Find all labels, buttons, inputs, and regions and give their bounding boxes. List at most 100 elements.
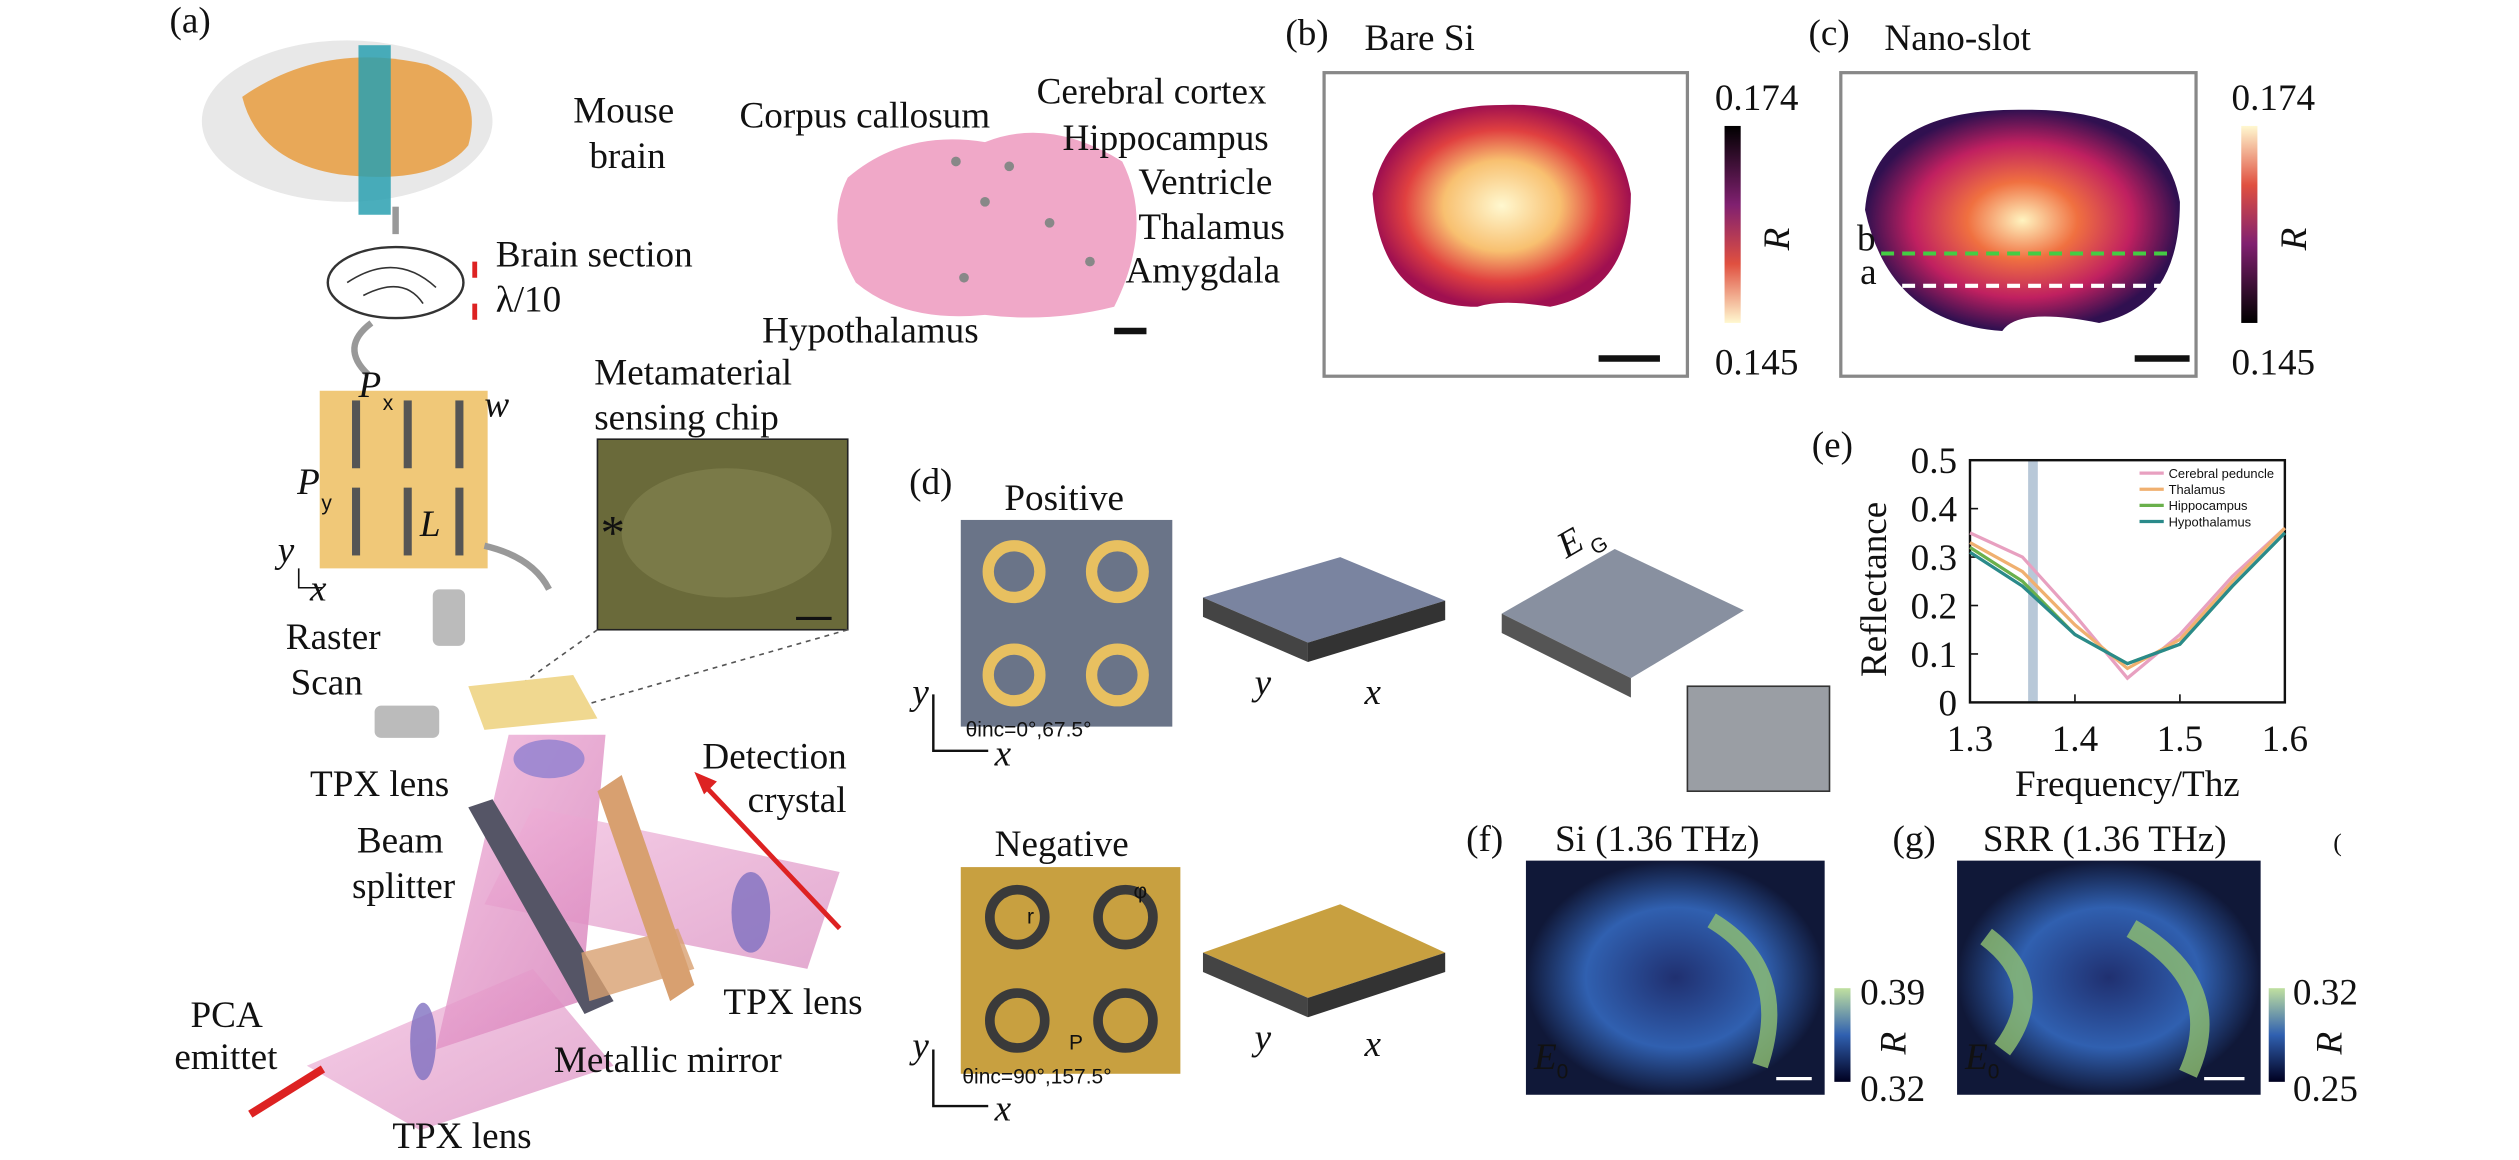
illustration bbox=[352, 400, 464, 556]
illustration bbox=[403, 487, 412, 556]
illustration bbox=[483, 628, 848, 712]
label: 0.39 bbox=[1860, 972, 1925, 1013]
illustration bbox=[352, 487, 361, 556]
label: Raster bbox=[286, 617, 381, 658]
label: (d) bbox=[909, 462, 952, 503]
label: y bbox=[908, 672, 929, 713]
panel-e: (e) 0 0.1 0.2 0.3 0.4 0.5 1.3 1.4 1.5 1.6 Frequenc… bbox=[1812, 425, 2308, 805]
legend-label: Hippocampus bbox=[2169, 498, 2248, 513]
illustration bbox=[951, 156, 961, 167]
label: y bbox=[1251, 662, 1272, 703]
illustration bbox=[1085, 256, 1095, 267]
label: Metamaterial bbox=[594, 352, 792, 393]
brain-atlas: Cerebral cortex Corpus callosum Hippocam… bbox=[740, 71, 1285, 351]
label: TPX lens bbox=[392, 1116, 531, 1157]
illustration bbox=[297, 568, 323, 589]
plot-frame bbox=[1968, 458, 2287, 704]
label: r bbox=[1027, 906, 1034, 929]
y-tick-label: 0 bbox=[1939, 683, 1958, 724]
label: x bbox=[994, 1089, 1012, 1130]
illustration bbox=[248, 1065, 326, 1118]
illustration bbox=[982, 540, 1046, 604]
illustration bbox=[358, 45, 391, 215]
label: Hypothalamus bbox=[762, 310, 979, 351]
y-tick-label: 0.5 bbox=[1911, 441, 1957, 482]
illustration bbox=[1085, 540, 1149, 604]
label: y bbox=[321, 492, 332, 515]
label: E bbox=[1533, 1037, 1557, 1078]
illustration bbox=[984, 988, 1050, 1053]
illustration bbox=[731, 871, 771, 953]
illustration bbox=[1044, 217, 1055, 228]
x-axis-label: Frequency/Thz bbox=[2015, 764, 2240, 805]
label: sensing chip bbox=[594, 398, 779, 439]
label: Corpus callosum bbox=[740, 96, 991, 137]
illustration bbox=[410, 1002, 436, 1081]
illustration bbox=[468, 799, 614, 1015]
illustration bbox=[1004, 161, 1015, 172]
illustration bbox=[1202, 597, 1308, 663]
illustration bbox=[1686, 685, 1831, 793]
legend-label: Hypothalamus bbox=[2169, 514, 2252, 529]
illustration bbox=[1501, 548, 1744, 679]
illustration bbox=[403, 400, 412, 469]
illustration bbox=[306, 968, 614, 1131]
illustration bbox=[1707, 913, 1778, 1069]
label: Negative bbox=[995, 824, 1129, 865]
label: θinc=90°,157.5° bbox=[962, 1065, 1111, 1088]
illustration bbox=[455, 400, 464, 469]
label: w bbox=[484, 385, 509, 426]
illustration bbox=[982, 540, 1149, 707]
label: (e) bbox=[1812, 425, 1853, 466]
illustration bbox=[1957, 860, 2261, 1095]
label: Cerebral cortex bbox=[1037, 71, 1267, 112]
illustration bbox=[1307, 600, 1446, 663]
illustration bbox=[1834, 988, 1851, 1082]
label: Metallic mirror bbox=[554, 1040, 782, 1081]
label: E bbox=[1964, 1037, 1988, 1078]
x-tick-label: 1.6 bbox=[2262, 719, 2308, 760]
illustration bbox=[837, 132, 1137, 318]
label: 0 bbox=[1557, 1061, 1569, 1084]
label: PCA bbox=[191, 995, 263, 1036]
label: E bbox=[1549, 519, 1590, 567]
series-line bbox=[1969, 526, 2286, 681]
label: 0.174 bbox=[1715, 78, 1799, 119]
illustration bbox=[352, 400, 361, 469]
label: x bbox=[1363, 1024, 1381, 1065]
label: Si (1.36 THz) bbox=[1555, 819, 1760, 860]
series-line bbox=[1969, 531, 2287, 666]
label: 0.145 bbox=[1715, 343, 1799, 384]
label: y bbox=[908, 1026, 929, 1067]
illustration bbox=[1525, 860, 1825, 1095]
label: crystal bbox=[748, 780, 847, 821]
illustration bbox=[455, 487, 464, 556]
label: (b) bbox=[1285, 13, 1328, 54]
label: Hippocampus bbox=[1063, 118, 1269, 159]
label: 0.32 bbox=[2293, 972, 2358, 1013]
label: x bbox=[309, 569, 327, 610]
illustration bbox=[959, 272, 969, 283]
label: emittet bbox=[174, 1037, 278, 1078]
illustration bbox=[932, 1049, 989, 1108]
label: R bbox=[2309, 1031, 2350, 1055]
label: Thalamus bbox=[1138, 207, 1284, 248]
illustration bbox=[374, 705, 440, 738]
label: (c) bbox=[1809, 13, 1850, 54]
label: R bbox=[1757, 227, 1798, 251]
illustration bbox=[1085, 643, 1149, 707]
illustration bbox=[2268, 988, 2285, 1082]
x-tick-label: 1.4 bbox=[2052, 719, 2098, 760]
label: R bbox=[2274, 227, 2315, 251]
label: θinc=0°,67.5° bbox=[966, 718, 1092, 741]
label: P bbox=[296, 462, 320, 503]
illustration bbox=[2241, 125, 2258, 323]
label: Beam bbox=[357, 821, 444, 862]
label: R bbox=[1873, 1031, 1914, 1055]
label: P bbox=[357, 365, 381, 406]
illustration bbox=[1724, 125, 1741, 323]
illustration bbox=[326, 245, 465, 320]
